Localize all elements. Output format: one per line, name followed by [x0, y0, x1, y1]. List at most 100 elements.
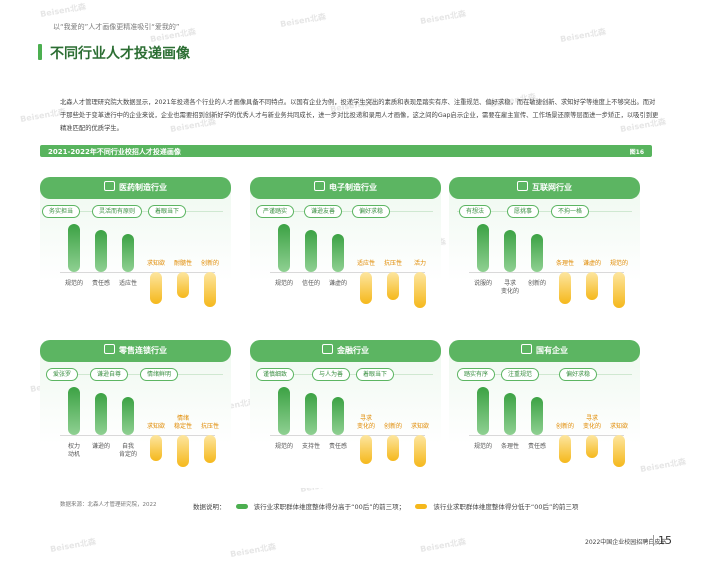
panel-header: 金融行业: [250, 340, 441, 362]
bar-label: 自我 肯定的: [118, 443, 137, 458]
chart-baseline: [270, 272, 425, 273]
panel-header: 国有企业: [449, 340, 640, 362]
panel-title-text: 电子制造行业: [329, 183, 377, 192]
bar-label: 说服的: [473, 280, 492, 287]
page-number: 15: [658, 534, 672, 547]
trait-tag: 着眼当下: [356, 368, 395, 381]
watermark: Beisen北森: [639, 457, 687, 474]
trait-tags: 严谨踏实 谦逊友善 偏好求稳: [250, 205, 441, 220]
bar-label: 适应性: [118, 280, 137, 287]
bar-label: 寻求 变化的: [500, 280, 519, 295]
bar-label: 规范的: [64, 280, 83, 287]
bar-below-00s: [177, 272, 189, 298]
panel-title: 医药制造行业: [40, 181, 231, 193]
bar-above-00s: [477, 387, 489, 435]
bar-below-00s: [360, 272, 372, 304]
industry-panel: 零售连锁行业 爱张罗 谦逊自尊 情绪鲜明 权力 动机 谦逊的 自我 肯定的 求知欲 情绪 稳定性…: [40, 340, 231, 488]
legend-prefix: 数据说明：: [193, 503, 226, 511]
chart-baseline: [469, 272, 624, 273]
bar-below-00s: [150, 435, 162, 461]
watermark: Beisen北森: [39, 2, 87, 19]
bar-below-00s: [204, 272, 216, 307]
legend-low-text: 该行业求职群体维度整体得分低于“00后”的前三项: [433, 503, 579, 511]
panel-title: 金融行业: [250, 344, 441, 356]
bar-below-00s: [360, 435, 372, 464]
bar-label: 责任感: [91, 280, 110, 287]
bar-label: 支持性: [301, 443, 320, 450]
bar-above-00s: [122, 397, 134, 435]
trait-tags: 踏实有序 注重规范 偏好求稳: [449, 368, 640, 383]
bar-below-00s: [559, 272, 571, 304]
trait-tag: 与人为善: [312, 368, 351, 381]
trait-tag: 严谨踏实: [256, 205, 295, 218]
trait-tags: 务实担当 灵活而有原则 着眼当下: [40, 205, 231, 220]
bar-label: 抗压性: [200, 423, 219, 430]
page-title: 不同行业人才投递画像: [50, 46, 190, 62]
industry-panel: 互联网行业 有想法 愿挑事 不拘一格 说服的 寻求 变化的 创新的 条理性 谦虚的 规范的: [449, 177, 640, 325]
data-source: 数据来源：北森人才管理研究院，2022: [60, 502, 157, 508]
watermark: Beisen北森: [49, 537, 97, 554]
trait-tag: 注重规范: [501, 368, 540, 381]
bar-label: 情绪 稳定性: [173, 415, 192, 430]
bar-above-00s: [477, 224, 489, 272]
bar-label: 求知欲: [146, 260, 165, 267]
trait-tags: 爱张罗 谦逊自尊 情绪鲜明: [40, 368, 231, 383]
bar-label: 规范的: [473, 443, 492, 450]
bar-label: 抗压性: [383, 260, 402, 267]
trait-tag: 着眼当下: [148, 205, 187, 218]
bar-below-00s: [150, 272, 162, 304]
bar-label: 适应性: [356, 260, 375, 267]
store-icon: [104, 344, 115, 354]
page-subtitle: 以“我爱的”人才画像更精准吸引“爱我的”: [53, 23, 180, 31]
bar-below-00s: [204, 435, 216, 463]
trait-tags: 谨慎细致 与人为善 着眼当下: [250, 368, 441, 383]
bar-above-00s: [504, 230, 516, 272]
bar-label: 谦虚的: [328, 280, 347, 287]
bar-above-00s: [278, 224, 290, 272]
panel-title: 电子制造行业: [250, 181, 441, 193]
watermark: Beisen北森: [419, 9, 467, 26]
bar-label: 规范的: [274, 443, 293, 450]
bar-label: 条理性: [555, 260, 574, 267]
figure-label: 图16: [629, 149, 644, 156]
panel-header: 电子制造行业: [250, 177, 441, 199]
bar-label: 谦逊的: [91, 443, 110, 450]
bar-label: 条理性: [500, 443, 519, 450]
industry-panel: 金融行业 谨慎细致 与人为善 着眼当下 规范的 支持性 责任感 寻求 变化的 创新的 求知欲: [250, 340, 441, 488]
bar-below-00s: [586, 272, 598, 300]
tag-connector-line: [457, 211, 632, 212]
trait-tag: 偏好求稳: [559, 368, 598, 381]
bar-above-00s: [305, 393, 317, 435]
trait-tag: 爱张罗: [46, 368, 79, 381]
panel-header: 医药制造行业: [40, 177, 231, 199]
bar-above-00s: [305, 230, 317, 272]
bar-above-00s: [68, 224, 80, 272]
bar-label: 谦虚的: [582, 260, 601, 267]
bar-above-00s: [332, 234, 344, 272]
bar-label: 责任感: [328, 443, 347, 450]
legend-low-swatch: [415, 504, 428, 509]
bar-above-00s: [332, 397, 344, 435]
bar-above-00s: [95, 230, 107, 272]
section-header: 2021-2022年不同行业校招人才投递画像 图16: [40, 145, 652, 157]
bar-label: 寻求 变化的: [582, 415, 601, 430]
bar-below-00s: [387, 272, 399, 300]
watermark: Beisen北森: [419, 537, 467, 554]
bar-above-00s: [122, 234, 134, 272]
intro-paragraph: 北森人才管理研究院大数据显示，2021年投递各个行业的人才画像具备不同特点。以国…: [60, 99, 659, 132]
trait-tag: 有想法: [459, 205, 492, 218]
panel-title: 国有企业: [449, 344, 640, 356]
bar-label: 求知欲: [410, 423, 429, 430]
bar-label: 责任感: [527, 443, 546, 450]
building-icon: [521, 344, 532, 354]
legend: 数据说明： 该行业求职群体维度整体得分高于“00后”的前三项； 该行业求职群体维…: [193, 501, 578, 511]
chart-baseline: [60, 272, 215, 273]
chip-icon: [314, 181, 325, 191]
bar-label: 求知欲: [146, 423, 165, 430]
bar-label: 信任的: [301, 280, 320, 287]
footer-report-title: 2022中国企业校园招聘白皮书: [585, 539, 667, 546]
bank-icon: [322, 344, 333, 354]
bar-below-00s: [613, 435, 625, 467]
industry-panel: 国有企业 踏实有序 注重规范 偏好求稳 规范的 条理性 责任感 创新的 寻求 变化的 求知欲: [449, 340, 640, 488]
section-title: 2021-2022年不同行业校招人才投递画像: [48, 148, 181, 156]
